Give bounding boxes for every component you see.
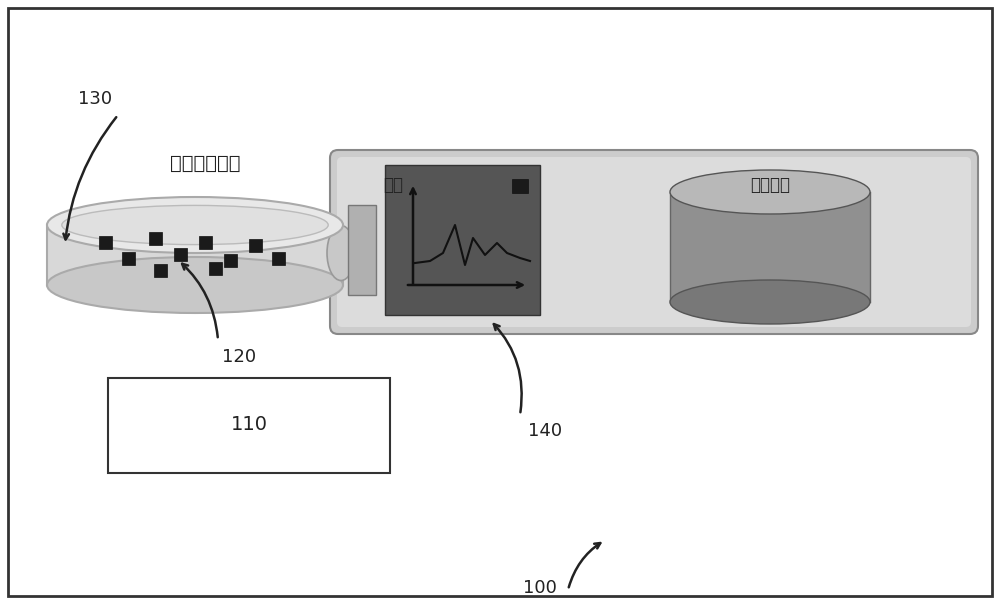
- Text: 120: 120: [222, 348, 256, 366]
- Bar: [174, 248, 187, 261]
- Bar: [122, 252, 135, 265]
- Ellipse shape: [47, 257, 343, 313]
- Bar: [272, 252, 285, 265]
- Ellipse shape: [670, 280, 870, 324]
- Bar: [224, 254, 237, 267]
- Text: 高阶算子: 高阶算子: [750, 176, 790, 194]
- Ellipse shape: [47, 197, 343, 253]
- Text: 140: 140: [528, 422, 562, 440]
- Bar: [154, 264, 167, 277]
- Text: 一阶窗口算子: 一阶窗口算子: [170, 154, 240, 173]
- Text: 升阶: 升阶: [383, 176, 403, 194]
- Bar: [249, 239, 262, 252]
- Text: 100: 100: [523, 579, 557, 597]
- Bar: [149, 232, 162, 245]
- Bar: [99, 236, 112, 249]
- FancyBboxPatch shape: [330, 150, 978, 334]
- Bar: [47, 225, 343, 285]
- Bar: [108, 378, 390, 473]
- Text: 110: 110: [230, 416, 268, 434]
- Bar: [670, 192, 870, 302]
- Bar: [209, 262, 222, 275]
- Bar: [199, 236, 212, 249]
- Bar: [348, 205, 376, 295]
- Bar: [512, 179, 528, 193]
- FancyBboxPatch shape: [337, 157, 971, 327]
- Text: 130: 130: [78, 90, 112, 108]
- Ellipse shape: [670, 170, 870, 214]
- Ellipse shape: [62, 205, 328, 245]
- Bar: [385, 165, 540, 315]
- Ellipse shape: [327, 225, 355, 280]
